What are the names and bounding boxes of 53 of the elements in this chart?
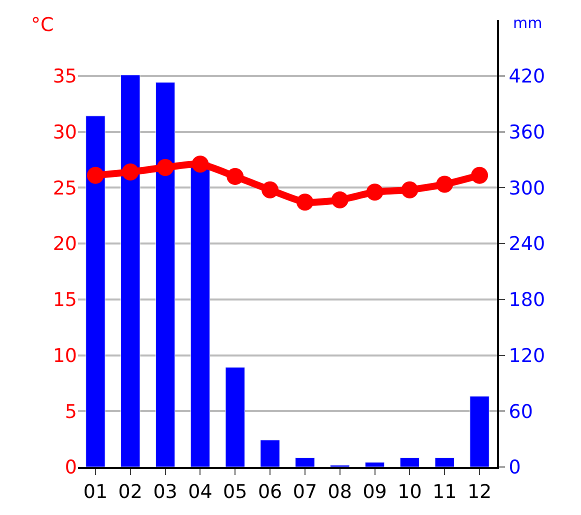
y-tick-label: 15 [52,289,77,312]
bar [86,116,106,467]
x-tick-label: 03 [153,480,178,503]
x-tick-label: 05 [223,480,248,503]
bar [260,440,280,467]
y2-tick-label: 180 [508,289,546,312]
point [192,156,209,173]
point [331,191,348,208]
bar [364,462,385,467]
y-axis-title: °C [31,14,54,36]
bar [120,74,140,467]
point [471,166,488,184]
y2-tick-label: 0 [508,456,521,479]
bar [295,457,315,467]
y-tick-label: 30 [52,121,77,144]
x-tick-label: 07 [292,480,318,503]
y2-tick-label: 360 [508,121,546,144]
point [436,176,454,193]
y-tick-label: 25 [52,177,77,200]
x-tick-label: 11 [432,480,457,503]
bar [155,82,176,467]
point [366,184,384,201]
x-tick-label: 04 [188,480,212,503]
y-tick-label: 20 [52,233,77,256]
y-tick-label: 0 [64,456,77,479]
x-tick-label: 08 [328,480,352,503]
bar [190,162,210,467]
point [296,194,314,211]
x-tick-label: 09 [362,480,387,503]
y-tick-label: 10 [52,344,77,367]
y2-tick-label: 420 [508,66,546,88]
y2-axis-title: mm [513,14,542,32]
point [401,181,418,198]
y2-tick-label: 240 [508,233,546,256]
y-tick-label: 35 [52,66,77,88]
point [86,166,104,184]
bar [470,396,490,467]
x-tick-label: 06 [258,480,282,503]
point [122,163,139,180]
y-tick-label: 5 [64,400,77,423]
point [226,168,244,185]
x-tick-label: 02 [118,480,142,503]
bar [400,457,420,467]
bar [225,367,245,467]
y2-tick-label: 60 [508,400,533,423]
x-tick-label: 01 [83,480,108,503]
bar [434,457,454,467]
x-tick-label: 10 [398,480,422,503]
x-tick-label: 12 [467,480,492,503]
y2-tick-label: 120 [508,344,546,367]
point [262,181,279,198]
point [156,159,174,176]
y2-tick-label: 300 [508,177,546,200]
